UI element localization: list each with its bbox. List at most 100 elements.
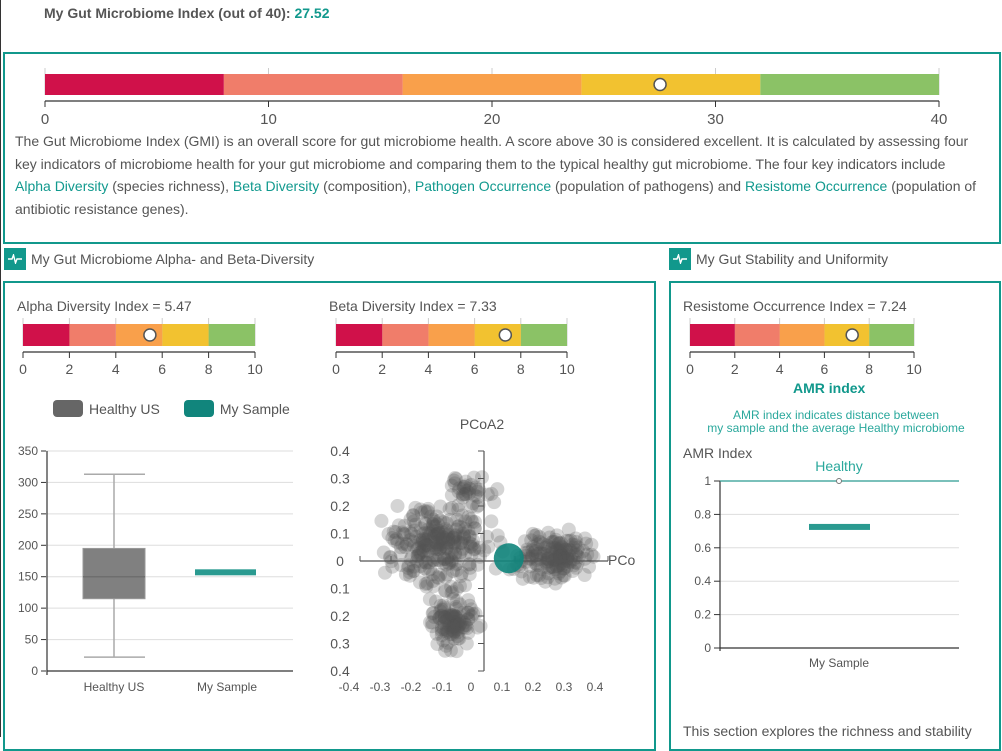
scatter-point-healthy [437,615,452,630]
scatter-y-tick-label: 0.3 [330,471,350,487]
scatter-point-healthy [455,486,470,501]
scatter-point-healthy [443,643,458,658]
scatter-point-healthy [390,498,405,513]
scatter-point-healthy [525,526,540,541]
scatter-point-healthy [556,561,571,576]
scatter-point-healthy [432,610,447,625]
scatter-point-healthy [530,546,545,561]
beta-diversity-link[interactable]: Beta Diversity [232,178,320,194]
scatter-point-healthy [423,562,438,577]
boxplot-y-tick-label: 150 [18,570,38,584]
scatter-point-healthy [552,542,567,557]
scatter-point-healthy [425,619,440,634]
scatter-point-healthy [436,538,451,553]
scatter-point-healthy [541,552,556,567]
scatter-point-healthy [449,522,464,537]
pathogen-occurrence-link[interactable]: Pathogen Occurrence [414,178,552,194]
scatter-point-healthy [432,532,447,547]
scatter-point-healthy [584,537,599,552]
scatter-point-healthy [432,542,447,557]
scatter-point-healthy [449,594,464,609]
alpha-gauge-tick-label: 8 [205,361,213,377]
scatter-point-healthy [458,474,473,489]
legend-label[interactable]: My Sample [219,400,290,417]
scatter-point-healthy [450,534,465,549]
scatter-point-healthy [437,600,452,615]
gmi-gauge-tick-label: 40 [931,111,948,128]
scatter-point-healthy [463,560,478,575]
resistome-occurrence-link[interactable]: Resistome Occurrence [744,178,888,194]
scatter-point-healthy [436,616,451,631]
scatter-point-healthy [455,490,470,505]
boxplot-y-tick-label: 200 [18,538,38,552]
scatter-point-healthy [436,530,451,545]
scatter-point-healthy [448,547,463,562]
desc-text: (population of pathogens) and [551,178,745,194]
scatter-point-healthy [420,504,435,519]
scatter-point-healthy [436,633,451,648]
scatter-point-healthy [447,536,462,551]
scatter-point-healthy [456,481,471,496]
scatter-point-healthy [434,620,449,635]
scatter-point-healthy [418,517,433,532]
scatter-point-healthy [433,513,448,528]
scatter-point-healthy [582,559,597,574]
scatter-point-healthy [536,547,551,562]
scatter-point-healthy [549,558,564,573]
scatter-point-healthy [445,500,460,515]
scatter-point-healthy [376,545,391,560]
scatter-point-healthy [530,537,545,552]
scatter-point-healthy [549,544,564,559]
scatter-point-healthy [444,608,459,623]
scatter-point-healthy [426,512,441,527]
scatter-point-healthy [410,542,425,557]
legend-label[interactable]: Healthy US [89,400,160,417]
scatter-point-healthy [524,533,539,548]
resistome-gauge-tick-label: 8 [865,361,873,377]
amr-y-tick-label: 1 [704,474,711,488]
legend-swatch-healthy [53,400,83,417]
scatter-x-tick-label: -0.2 [401,680,422,694]
scatter-point-healthy [455,620,470,635]
amr-my-sample-bar [809,523,870,530]
resistome-gauge-tick-label: 0 [686,361,694,377]
scatter-point-healthy [452,597,467,612]
scatter-point-healthy [546,553,561,568]
scatter-point-healthy [446,473,461,488]
pulse-icon [669,248,691,270]
scatter-point-healthy [378,565,393,580]
scatter-point-healthy [426,517,441,532]
scatter-point-healthy [446,592,461,607]
scatter-point-healthy [402,565,417,580]
alpha-gauge-tick-label: 6 [158,361,166,377]
scatter-point-healthy [458,487,473,502]
scatter-point-healthy [441,535,456,550]
scatter-point-healthy [444,488,459,503]
scatter-point-healthy [434,535,449,550]
scatter-point-healthy [552,547,567,562]
scatter-point-healthy [448,616,463,631]
scatter-point-healthy [566,540,581,555]
scatter-point-healthy [487,495,502,510]
scatter-point-healthy [456,529,471,544]
scatter-point-healthy [428,519,443,534]
alpha-diversity-link[interactable]: Alpha Diversity [15,178,109,194]
scatter-point-healthy [433,567,448,582]
scatter-point-healthy [529,568,544,583]
scatter-point-healthy [541,566,556,581]
scatter-point-healthy [418,576,433,591]
desc-text: (species richness), [108,178,233,194]
scatter-point-healthy [414,536,429,551]
scatter-point-healthy [472,482,487,497]
scatter-point-healthy [557,551,572,566]
scatter-point-healthy [528,541,543,556]
scatter-point-healthy [440,567,455,582]
scatter-point-healthy [540,551,555,566]
scatter-point-healthy [447,611,462,626]
scatter-point-healthy [440,624,455,639]
boxplot-y-tick-label: 300 [18,475,38,489]
scatter-point-healthy [522,569,537,584]
scatter-point-healthy [458,521,473,536]
scatter-point-healthy [437,622,452,637]
scatter-point-healthy [440,528,455,543]
